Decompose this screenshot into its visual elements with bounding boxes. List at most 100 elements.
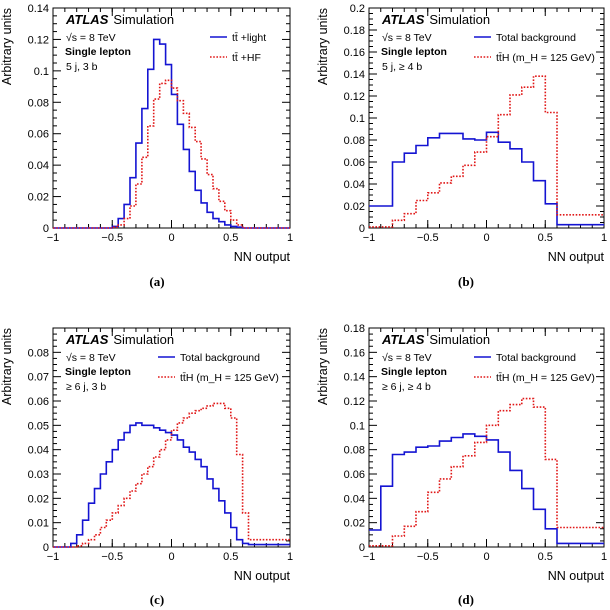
x-tick-label: −1 xyxy=(47,232,60,244)
x-tick-label: 1 xyxy=(601,551,607,563)
y-tick-label: 0.07 xyxy=(28,372,49,384)
atlas-word: ATLAS xyxy=(381,332,425,347)
x-axis-label: NN output xyxy=(548,569,605,583)
x-tick-label: −1 xyxy=(363,232,376,244)
legend-entry: Total background xyxy=(496,352,576,364)
simulation-word: Simulation xyxy=(113,332,174,347)
x-tick-label: −0.5 xyxy=(417,551,439,563)
y-tick-label: 0.12 xyxy=(28,34,49,46)
x-axis-label: NN output xyxy=(548,250,605,264)
x-axis-label: NN output xyxy=(234,250,291,264)
panel-label: (b) xyxy=(458,274,474,289)
legend-entry: tt̄H (m_H = 125 GeV) xyxy=(496,372,595,384)
y-tick-label: 0.2 xyxy=(350,3,365,15)
series-background-line xyxy=(53,38,290,229)
y-tick-label: 0.04 xyxy=(344,179,365,191)
atlas-word: ATLAS xyxy=(381,12,425,27)
y-tick-label: 0.16 xyxy=(344,347,365,359)
y-tick-label: 0.03 xyxy=(28,469,49,481)
y-tick-label: 0 xyxy=(43,542,49,554)
x-tick-label: 0 xyxy=(168,551,174,563)
simulation-word: Simulation xyxy=(113,12,174,27)
y-axis-label: Arbitrary units xyxy=(316,8,330,85)
y-tick-label: 0.06 xyxy=(28,129,49,141)
atlas-label: ATLAS Simulation xyxy=(65,332,174,347)
chart-panel-3: 0 0.01 0.02 0.03 0.04 0.05 0.06 0.07 0.08 −1 −0.5 0… xyxy=(0,327,293,583)
x-tick-label: 1 xyxy=(287,551,293,563)
legend-entry: Total background xyxy=(180,352,260,364)
legend-entry: tt̄H (m_H = 125 GeV) xyxy=(180,372,279,384)
y-tick-label: 0.02 xyxy=(344,201,365,213)
y-tick-label: 0.04 xyxy=(28,160,49,172)
x-tick-label: −0.5 xyxy=(101,551,123,563)
series-signal-line xyxy=(53,79,290,229)
legend-entry: tt̄ +light xyxy=(232,32,266,44)
energy-label: √s = 8 TeV xyxy=(66,32,116,44)
y-tick-label: 0.12 xyxy=(344,91,365,103)
y-axis-label: Arbitrary units xyxy=(0,328,14,405)
panel-label: (a) xyxy=(149,274,164,289)
chart-panel-2: 0 0.02 0.04 0.06 0.08 0.1 0.12 0.14 0.16 0.18 0.2 −… xyxy=(316,3,607,264)
simulation-word: Simulation xyxy=(429,12,490,27)
y-tick-label: 0.02 xyxy=(28,493,49,505)
series-background-line xyxy=(53,422,290,548)
y-tick-label: 0.14 xyxy=(344,372,365,384)
x-tick-label: −0.5 xyxy=(417,232,439,244)
y-tick-label: 0.05 xyxy=(28,420,49,432)
y-tick-label: 0 xyxy=(43,223,49,235)
chart-panel-1: 0 0.02 0.04 0.06 0.08 0.1 0.12 0.14 −1 −0.5 0 0.5 1 N… xyxy=(0,3,293,264)
y-tick-label: 0.04 xyxy=(344,493,365,505)
region-label: 5 j, ≥ 4 b xyxy=(382,61,422,73)
legend-entry: tt̄H (m_H = 125 GeV) xyxy=(496,52,595,64)
region-label: ≥ 6 j, 3 b xyxy=(66,381,106,393)
panel-label: (c) xyxy=(150,592,164,607)
x-tick-label: −1 xyxy=(363,551,376,563)
x-axis-label: NN output xyxy=(234,569,291,583)
series-signal-line xyxy=(369,397,604,547)
chart-panel-4: 0 0.02 0.04 0.06 0.08 0.1 0.12 0.14 0.16 0.18 −1 −0… xyxy=(316,323,607,583)
y-tick-label: 0.01 xyxy=(28,518,49,530)
x-tick-label: 1 xyxy=(287,232,293,244)
atlas-label: ATLAS Simulation xyxy=(65,12,174,27)
energy-label: √s = 8 TeV xyxy=(66,352,116,364)
y-tick-label: 0.08 xyxy=(344,445,365,457)
y-tick-label: 0.08 xyxy=(344,135,365,147)
y-tick-label: 0.04 xyxy=(28,445,49,457)
x-tick-label: 0 xyxy=(168,232,174,244)
atlas-word: ATLAS xyxy=(65,12,109,27)
y-tick-label: 0.02 xyxy=(344,518,365,530)
x-tick-label: 0.5 xyxy=(223,232,238,244)
x-tick-label: 0.5 xyxy=(538,551,553,563)
x-tick-label: 1 xyxy=(601,232,607,244)
y-tick-label: 0.1 xyxy=(350,113,365,125)
region-label: ≥ 6 j, ≥ 4 b xyxy=(382,381,431,393)
series-signal-line xyxy=(369,75,604,228)
energy-label: √s = 8 TeV xyxy=(382,352,432,364)
y-tick-label: 0.06 xyxy=(344,157,365,169)
y-tick-label: 0.14 xyxy=(344,69,365,81)
channel-label: Single lepton xyxy=(381,366,447,378)
atlas-label: ATLAS Simulation xyxy=(381,332,490,347)
y-axis-label: Arbitrary units xyxy=(0,8,14,85)
y-tick-label: 0.08 xyxy=(28,347,49,359)
legend-entry: Total background xyxy=(496,32,576,44)
y-tick-label: 0.14 xyxy=(28,3,49,15)
y-tick-label: 0 xyxy=(359,542,365,554)
atlas-label: ATLAS Simulation xyxy=(381,12,490,27)
y-tick-label: 0.1 xyxy=(34,66,49,78)
series-background-line xyxy=(369,131,604,226)
series-signal-line xyxy=(53,402,290,548)
y-tick-label: 0 xyxy=(359,223,365,235)
y-axis-label: Arbitrary units xyxy=(316,328,330,405)
y-tick-label: 0.18 xyxy=(344,25,365,37)
region-label: 5 j, 3 b xyxy=(66,61,98,73)
x-tick-label: 0 xyxy=(483,232,489,244)
y-tick-label: 0.16 xyxy=(344,47,365,59)
x-tick-label: 0.5 xyxy=(538,232,553,244)
y-tick-label: 0.18 xyxy=(344,323,365,335)
y-tick-label: 0.02 xyxy=(28,192,49,204)
y-tick-label: 0.12 xyxy=(344,396,365,408)
atlas-word: ATLAS xyxy=(65,332,109,347)
x-tick-label: −1 xyxy=(47,551,60,563)
